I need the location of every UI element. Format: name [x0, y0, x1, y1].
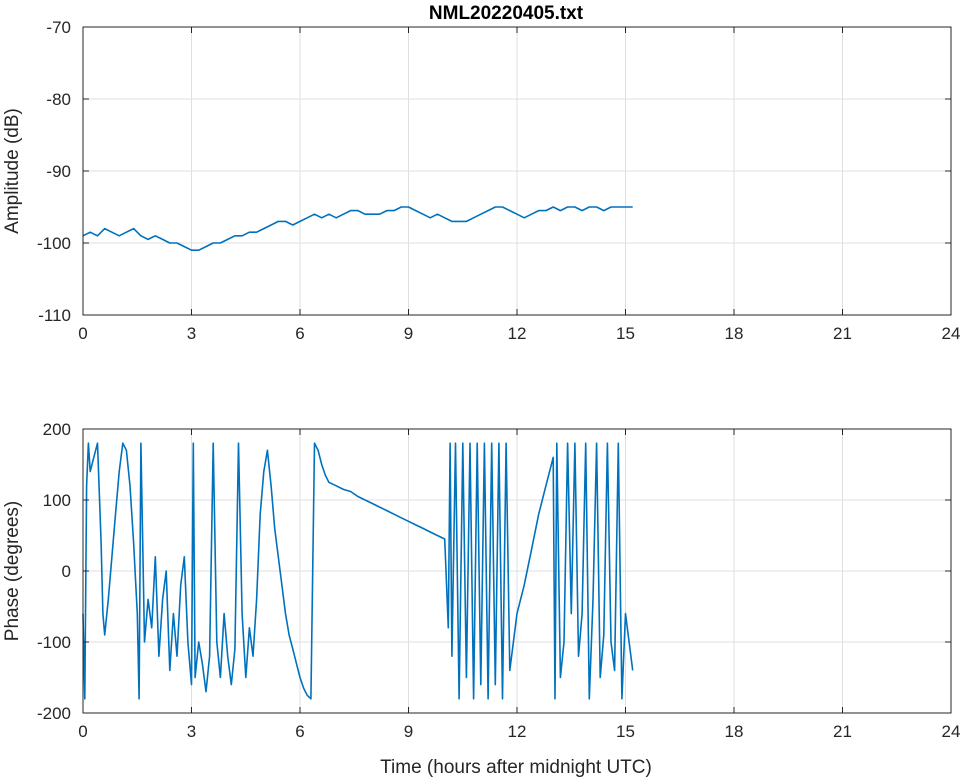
amplitude-y-tick-label: -100 — [37, 234, 71, 253]
phase-y-tick-label: -100 — [37, 633, 71, 652]
phase-x-tick-label: 12 — [508, 722, 527, 741]
amplitude-y-tick-label: -70 — [46, 18, 71, 37]
amplitude-series-line — [82, 206, 633, 251]
amplitude-x-tick-label: 24 — [942, 324, 961, 343]
phase-x-tick-label: 9 — [404, 722, 413, 741]
phase-x-axis-label: Time (hours after midnight UTC) — [380, 757, 652, 778]
amplitude-y-tick-label: -90 — [46, 162, 71, 181]
amplitude-y-tick-label: -110 — [38, 306, 71, 325]
amplitude-x-tick-label: 9 — [404, 324, 413, 343]
phase-y-tick-label: 100 — [43, 491, 71, 510]
amplitude-x-tick-label: 18 — [725, 324, 744, 343]
phase-y-axis-label: Phase (degrees) — [2, 501, 23, 641]
amplitude-x-tick-label: 12 — [508, 324, 527, 343]
phase-x-tick-label: 3 — [187, 722, 196, 741]
phase-y-tick-label: 200 — [43, 420, 71, 439]
phase-x-tick-label: 6 — [295, 722, 304, 741]
amplitude-plot-title: NML20220405.txt — [429, 3, 584, 24]
phase-y-tick-label: 0 — [62, 562, 71, 581]
amplitude-x-tick-label: 15 — [616, 324, 635, 343]
phase-x-tick-label: 21 — [833, 722, 852, 741]
phase-x-tick-label: 0 — [78, 722, 87, 741]
amplitude-x-tick-label: 3 — [187, 324, 196, 343]
phase-series-line — [82, 442, 634, 700]
amplitude-x-tick-label: 21 — [833, 324, 852, 343]
phase-x-tick-label: 24 — [942, 722, 961, 741]
amplitude-y-axis-label: Amplitude (dB) — [2, 108, 23, 234]
amplitude-plot: NML20220405.txt Amplitude (dB) 0 3 6 9 12 15 1… — [2, 3, 960, 343]
phase-x-tick-label: 15 — [616, 722, 635, 741]
amplitude-x-tick-label: 0 — [78, 324, 87, 343]
amplitude-y-tick-label: -80 — [46, 90, 71, 109]
phase-plot: Phase (degrees) Time (hours after midnig… — [2, 420, 960, 778]
amplitude-x-tick-label: 6 — [295, 324, 304, 343]
phase-x-tick-label: 18 — [725, 722, 744, 741]
phase-y-tick-label: -200 — [37, 704, 71, 723]
